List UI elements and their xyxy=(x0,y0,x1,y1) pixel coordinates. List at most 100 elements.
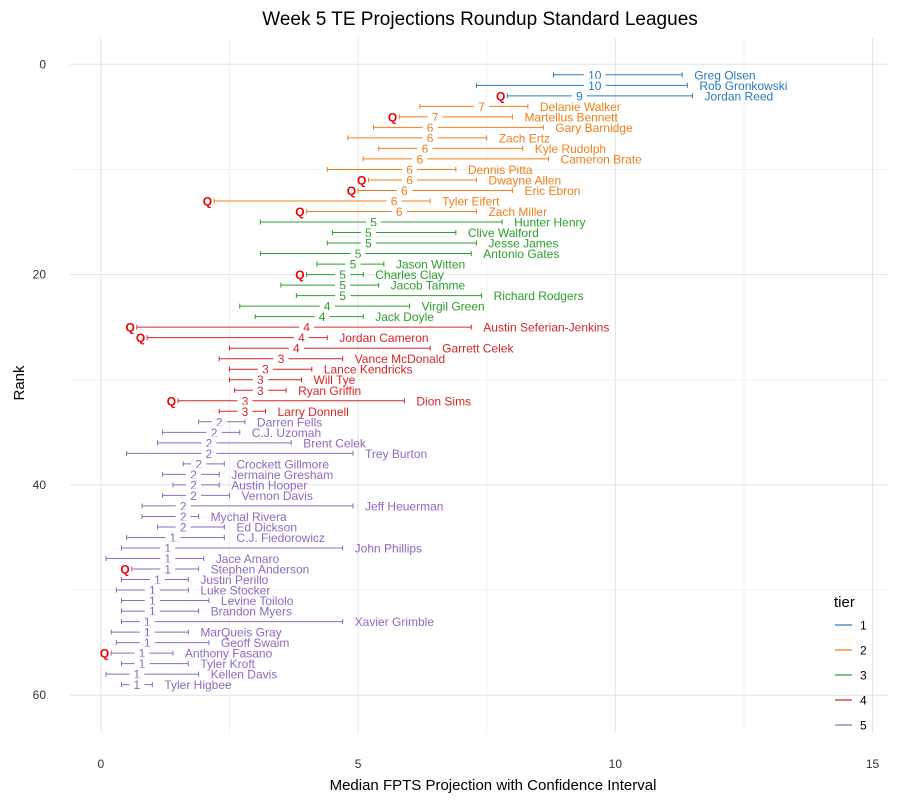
median-label: 2 xyxy=(190,478,197,492)
player-row: 6 Kyle Rudolph xyxy=(378,141,606,156)
median-label: 2 xyxy=(206,447,213,461)
median-label: 7 xyxy=(478,100,485,114)
player-name: Anthony Fasano xyxy=(185,647,273,661)
median-label: 1 xyxy=(149,605,156,619)
questionable-marker: Q xyxy=(167,394,176,408)
chart-title: Week 5 TE Projections Roundup Standard L… xyxy=(262,9,698,30)
median-label: 1 xyxy=(149,584,156,598)
player-name: Dennis Pitta xyxy=(468,163,533,177)
player-name: Ryan Griffin xyxy=(298,384,361,398)
median-label: 1 xyxy=(154,573,161,587)
median-label-bg xyxy=(160,562,176,576)
player-name: Geoff Swaim xyxy=(221,636,289,650)
median-label: 3 xyxy=(262,363,269,377)
median-label-bg xyxy=(422,131,438,145)
median-label-bg xyxy=(237,394,253,408)
player-name: Kellen Davis xyxy=(211,668,278,682)
median-label: 2 xyxy=(195,457,202,471)
median-label-bg xyxy=(427,110,443,124)
median-label-bg xyxy=(175,520,191,534)
median-label-bg xyxy=(134,646,150,660)
player-name: Jace Amaro xyxy=(216,552,280,566)
median-label: 1 xyxy=(164,563,171,577)
player-name: Hunter Henry xyxy=(514,216,585,230)
median-label-bg xyxy=(583,78,606,92)
median-label: 5 xyxy=(339,289,346,303)
player-row: 1 C.J. Fiedorowicz xyxy=(126,530,325,545)
player-row: 3 Lance Kendricks xyxy=(228,362,413,377)
player-row: 1 Tyler Higbee xyxy=(120,678,232,692)
median-label: 1 xyxy=(144,636,151,650)
player-row: 6 Dennis Pitta xyxy=(326,162,533,177)
median-label: 1 xyxy=(134,678,141,692)
questionable-marker: Q xyxy=(357,173,366,187)
player-name: Austin Seferian-Jenkins xyxy=(483,321,609,335)
median-label-bg xyxy=(175,499,191,513)
questionable-marker: Q xyxy=(136,331,145,345)
legend-title: tier xyxy=(834,594,855,611)
median-label: 6 xyxy=(427,121,434,135)
player-row: 6 Dwayne Allen Q xyxy=(357,173,561,187)
player-name: Jack Doyle xyxy=(375,310,434,324)
median-label-bg xyxy=(583,68,606,82)
player-name: Kyle Rudolph xyxy=(535,142,606,156)
player-name: Clive Walford xyxy=(468,226,539,240)
median-label: 1 xyxy=(134,668,141,682)
player-row: 2 Ed Dickson xyxy=(156,520,297,534)
player-row: 3 Vance McDonald xyxy=(218,352,445,366)
median-label: 6 xyxy=(427,131,434,145)
median-label-bg xyxy=(319,299,335,313)
median-label-bg xyxy=(139,625,155,639)
legend-entry: 1 xyxy=(835,619,867,633)
median-label: 3 xyxy=(257,373,264,387)
median-label: 5 xyxy=(355,247,362,261)
median-label-bg xyxy=(288,341,304,355)
legend-entry: 3 xyxy=(835,669,867,683)
x-tick-label: 10 xyxy=(609,757,623,771)
player-row: 6 Eric Ebron Q xyxy=(347,183,580,198)
x-tick-label: 15 xyxy=(866,757,880,771)
median-label: 5 xyxy=(339,268,346,282)
player-name: Tyler Kroft xyxy=(200,657,255,671)
legend-label: 1 xyxy=(860,619,867,633)
median-label-bg xyxy=(366,215,382,229)
player-ranges: 10 Greg Olsen 10 Rob Gronkowski 9 Jordan Reed… xyxy=(100,68,787,692)
median-label-bg xyxy=(314,310,330,324)
player-row: 6 Zach Miller Q xyxy=(295,205,547,219)
median-label: 10 xyxy=(588,68,602,82)
median-label: 6 xyxy=(401,184,408,198)
median-label: 1 xyxy=(144,626,151,640)
player-name: Brent Celek xyxy=(303,436,367,450)
y-tick-label: 20 xyxy=(33,268,47,282)
player-name: Luke Stocker xyxy=(200,584,270,598)
player-name: John Phillips xyxy=(355,541,422,555)
player-row: 2 C.J. Uzomah xyxy=(162,425,321,440)
median-label: 4 xyxy=(293,342,300,356)
player-row: 4 Austin Seferian-Jenkins Q xyxy=(126,320,609,335)
player-row: 1 Tyler Kroft xyxy=(120,657,256,671)
player-name: Dwayne Allen xyxy=(488,173,561,187)
median-label: 1 xyxy=(139,657,146,671)
player-row: 5 Antonio Gates xyxy=(259,247,559,261)
player-name: Jermaine Gresham xyxy=(231,468,333,482)
median-label-bg xyxy=(422,120,438,134)
player-row: 1 Brandon Myers xyxy=(120,604,292,619)
median-label-bg xyxy=(402,162,418,176)
median-label: 3 xyxy=(242,394,249,408)
y-tick-label: 60 xyxy=(33,688,47,702)
player-row: 3 Ryan Griffin xyxy=(234,383,361,398)
median-label: 6 xyxy=(406,163,413,177)
player-row: 10 Greg Olsen xyxy=(553,68,756,82)
median-label: 10 xyxy=(588,79,602,93)
questionable-marker: Q xyxy=(126,321,135,335)
player-row: 6 Tyler Eifert Q xyxy=(203,194,500,208)
median-label: 2 xyxy=(190,489,197,503)
player-name: Jacob Tamme xyxy=(391,279,466,293)
median-label-bg xyxy=(139,636,155,650)
player-row: 4 Jordan Cameron Q xyxy=(136,331,429,345)
median-label-bg xyxy=(335,278,351,292)
x-tick-label: 0 xyxy=(98,757,105,771)
questionable-marker: Q xyxy=(295,268,304,282)
median-label-bg xyxy=(360,226,376,240)
